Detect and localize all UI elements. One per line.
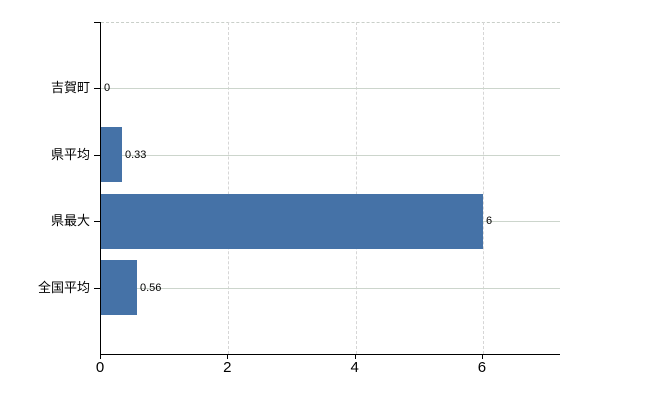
- value-label: 0.33: [125, 148, 147, 161]
- bar: [101, 127, 122, 183]
- y-axis-tick: [94, 287, 100, 289]
- category-label: 吉賀町: [50, 80, 90, 96]
- vertical-gridline: [355, 22, 357, 354]
- value-label: 0.56: [140, 281, 162, 294]
- x-axis-tick: [481, 355, 483, 359]
- value-label: 6: [486, 215, 493, 228]
- x-axis-tick-label: 6: [477, 359, 487, 376]
- x-axis-tick-label: 4: [350, 359, 359, 376]
- x-axis-tick-label: 2: [223, 359, 232, 376]
- x-axis-tick: [354, 355, 356, 359]
- plot-area: 0 0.33 6 0.56: [100, 22, 560, 355]
- y-axis-tick: [94, 154, 100, 156]
- vertical-gridline: [228, 22, 230, 354]
- y-axis-tick: [94, 88, 100, 90]
- horizontal-gridline: [101, 88, 560, 90]
- bar: [101, 260, 137, 316]
- value-label: 0: [104, 82, 111, 95]
- y-axis-tick: [94, 221, 100, 223]
- category-label: 県平均: [50, 146, 90, 162]
- vertical-gridline: [482, 22, 484, 354]
- x-axis-tick: [100, 355, 101, 359]
- category-label: 県最大: [50, 213, 90, 229]
- category-label: 全国平均: [37, 279, 90, 295]
- horizontal-gridline: [101, 154, 560, 156]
- bar: [101, 193, 483, 249]
- plot-top-border: [101, 22, 560, 23]
- x-axis-tick: [227, 355, 229, 359]
- x-axis-tick-label: 0: [95, 359, 105, 376]
- horizontal-gridline: [101, 287, 560, 289]
- y-axis-top-tick: [94, 22, 100, 23]
